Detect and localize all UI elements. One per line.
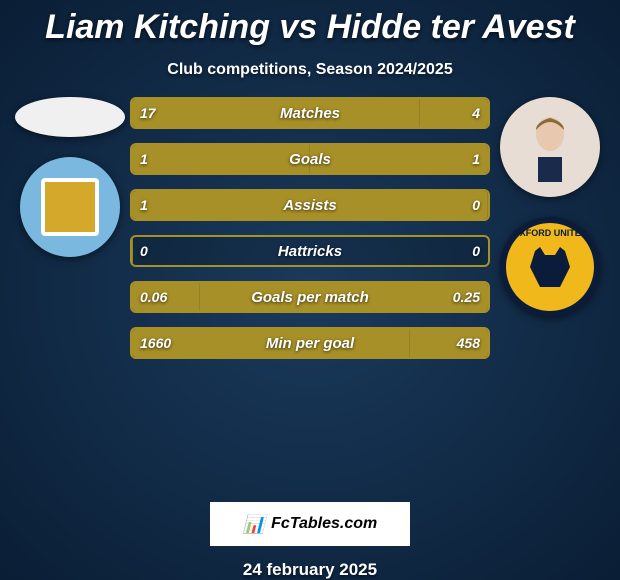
stat-label: Goals bbox=[132, 145, 488, 173]
stat-value-left: 17 bbox=[132, 99, 164, 127]
left-column bbox=[10, 97, 130, 257]
stat-value-left: 0.06 bbox=[132, 283, 175, 311]
player-silhouette-icon bbox=[520, 112, 580, 182]
player-right-avatar bbox=[500, 97, 600, 197]
stat-row: Min per goal1660 458 bbox=[130, 327, 490, 359]
watermark-icon: 📊 bbox=[243, 514, 265, 535]
date-text: 24 february 2025 bbox=[243, 560, 377, 580]
stat-row: Matches17 4 bbox=[130, 97, 490, 129]
stat-value-right: 0 bbox=[464, 237, 488, 265]
stat-label: Matches bbox=[132, 99, 488, 127]
stat-row: Assists1 0 bbox=[130, 189, 490, 221]
stat-value-left: 0 bbox=[132, 237, 156, 265]
stat-row: Goals per match0.06 0.25 bbox=[130, 281, 490, 313]
stat-value-right: 0.25 bbox=[445, 283, 488, 311]
watermark-text: FcTables.com bbox=[271, 515, 377, 533]
stat-label: Assists bbox=[132, 191, 488, 219]
stat-value-right: 458 bbox=[449, 329, 488, 357]
stat-value-left: 1 bbox=[132, 191, 156, 219]
stat-value-right: 4 bbox=[464, 99, 488, 127]
club-right-label: OXFORD UNITED bbox=[506, 228, 594, 238]
main-row: Matches174Goals11Assists10Hattricks00Goa… bbox=[0, 97, 620, 492]
club-left-badge bbox=[20, 157, 120, 257]
right-column: OXFORD UNITED bbox=[490, 97, 610, 317]
watermark: 📊 FcTables.com bbox=[210, 502, 410, 546]
stat-value-left: 1660 bbox=[132, 329, 179, 357]
stat-label: Goals per match bbox=[132, 283, 488, 311]
stat-value-right: 1 bbox=[464, 145, 488, 173]
stat-label: Min per goal bbox=[132, 329, 488, 357]
stat-label: Hattricks bbox=[132, 237, 488, 265]
stat-row: Hattricks0 0 bbox=[130, 235, 490, 267]
player-left-avatar bbox=[15, 97, 125, 137]
stat-value-left: 1 bbox=[132, 145, 156, 173]
stat-row: Goals1 1 bbox=[130, 143, 490, 175]
page-subtitle: Club competitions, Season 2024/2025 bbox=[167, 61, 452, 79]
ox-icon bbox=[525, 247, 575, 287]
stat-bars: Matches174Goals11Assists10Hattricks00Goa… bbox=[130, 97, 490, 359]
page-title: Liam Kitching vs Hidde ter Avest bbox=[45, 8, 575, 47]
club-right-badge: OXFORD UNITED bbox=[500, 217, 600, 317]
comparison-card: Liam Kitching vs Hidde ter Avest Club co… bbox=[0, 0, 620, 580]
stat-value-right: 0 bbox=[464, 191, 488, 219]
